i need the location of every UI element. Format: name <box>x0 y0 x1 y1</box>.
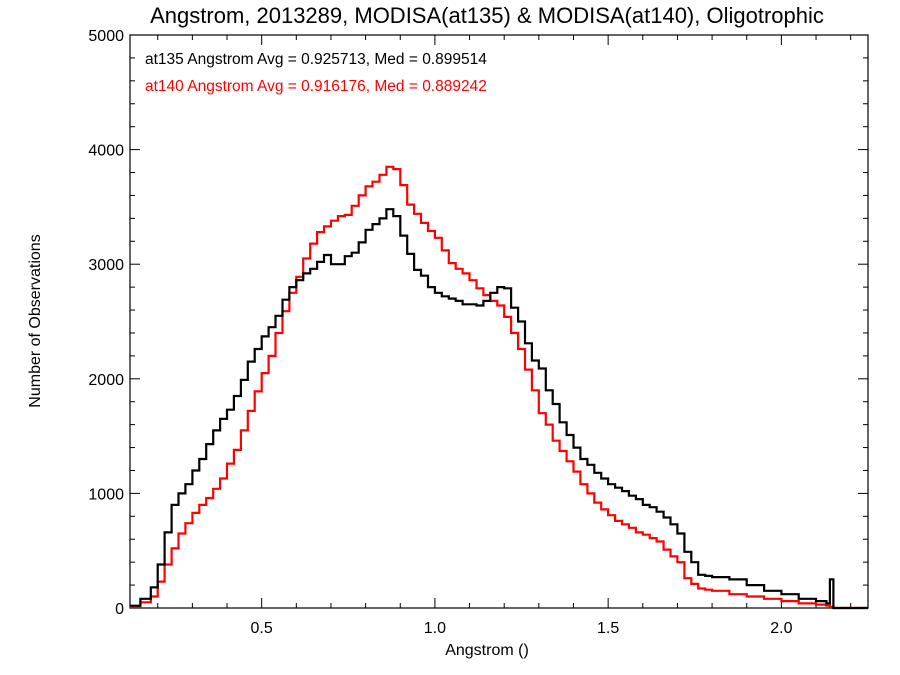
x-tick-label: 1.0 <box>424 620 446 637</box>
series-at135-line <box>130 208 868 610</box>
y-axis: 0 1000 2000 3000 4000 5000 <box>88 28 868 618</box>
x-tick-label: 2.0 <box>770 620 792 637</box>
x-axis-label: Angstrom () <box>445 642 529 659</box>
y-tick-label: 4000 <box>88 143 124 160</box>
y-tick-label: 0 <box>115 601 124 618</box>
y-tick-label: 2000 <box>88 372 124 389</box>
series-at140-line <box>130 165 868 610</box>
x-tick-label: 1.5 <box>597 620 619 637</box>
y-axis-label: Number of Observations <box>27 234 44 407</box>
x-axis: 0.5 1.0 1.5 2.0 <box>157 35 852 637</box>
plot-frame <box>129 34 869 609</box>
x-tick-label: 0.5 <box>251 620 273 637</box>
series-layer <box>130 165 868 610</box>
chart-title: Angstrom, 2013289, MODISA(at135) & MODIS… <box>150 3 824 28</box>
y-tick-label: 5000 <box>88 28 124 45</box>
y-tick-label: 1000 <box>88 486 124 503</box>
y-tick-label: 3000 <box>88 257 124 274</box>
legend-entry-at140: at140 Angstrom Avg = 0.916176, Med = 0.8… <box>145 78 487 95</box>
legend-entry-at135: at135 Angstrom Avg = 0.925713, Med = 0.8… <box>145 51 487 68</box>
